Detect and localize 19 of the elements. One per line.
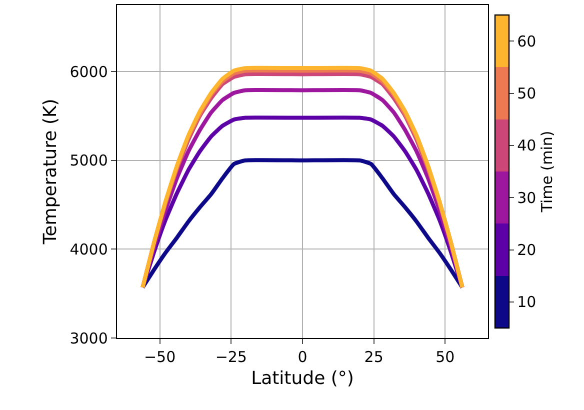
- x-tick-label: −50: [144, 348, 176, 366]
- color-bar-label: 30: [517, 188, 536, 207]
- color-bar-title: Time (min): [538, 130, 556, 214]
- y-tick-label: 3000: [70, 329, 108, 348]
- color-bar-label: 50: [517, 84, 536, 102]
- x-axis-title: Latitude (°): [251, 368, 354, 390]
- y-axis-title: Temperature (K): [40, 98, 61, 246]
- x-tick-label: 0: [298, 348, 308, 366]
- line-series: [140, 158, 464, 290]
- y-tick-label: 6000: [70, 62, 108, 81]
- y-tick-label: 4000: [70, 240, 108, 258]
- x-tick-label: −25: [215, 348, 247, 366]
- y-tick-label: 5000: [70, 152, 108, 170]
- x-tick-label: 50: [436, 348, 455, 366]
- x-tick-label: 25: [364, 348, 384, 366]
- color-bar-label: 60: [517, 32, 536, 50]
- color-bar-label: 10: [517, 293, 536, 312]
- color-bar-label: 40: [517, 136, 536, 155]
- color-bar-label: 20: [517, 241, 536, 259]
